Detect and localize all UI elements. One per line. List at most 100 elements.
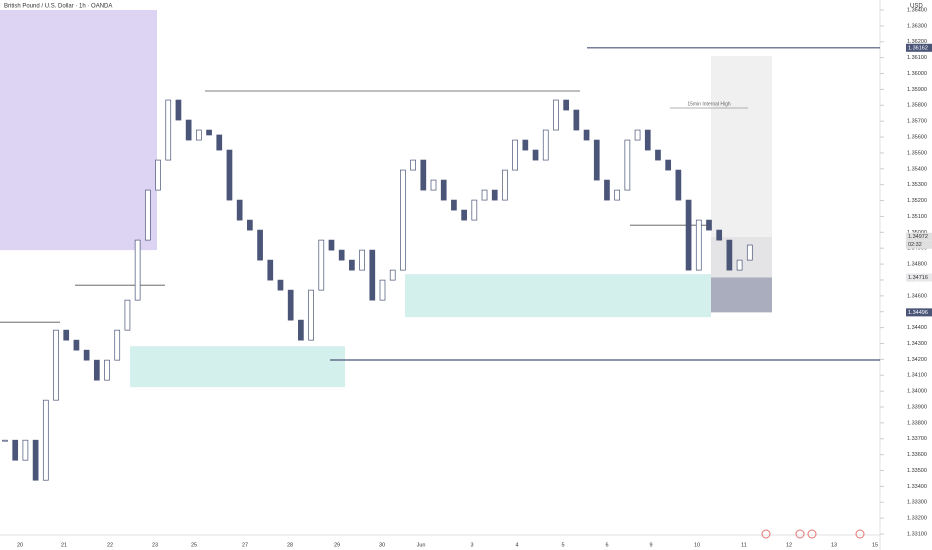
candle bbox=[32, 439, 39, 481]
candle bbox=[532, 149, 539, 161]
candle bbox=[685, 199, 692, 271]
candle bbox=[298, 319, 304, 341]
candle bbox=[593, 139, 600, 181]
candle bbox=[63, 329, 70, 341]
x-tick-label: 6 bbox=[605, 542, 608, 548]
candle bbox=[328, 239, 335, 251]
candle bbox=[22, 439, 29, 461]
candle bbox=[287, 289, 294, 321]
y-tick-label: 1.35300 bbox=[907, 182, 927, 188]
x-tick-label: 13 bbox=[831, 542, 837, 548]
candle bbox=[542, 129, 549, 161]
candle bbox=[42, 399, 49, 481]
candle bbox=[338, 249, 345, 261]
price-tag bbox=[906, 43, 932, 52]
price-tag bbox=[906, 308, 932, 317]
candle bbox=[573, 109, 580, 131]
price-tag-label: 1.36162 bbox=[908, 45, 928, 51]
countdown-bg bbox=[906, 240, 932, 249]
candle bbox=[604, 179, 610, 201]
candle bbox=[247, 219, 253, 231]
price-tag bbox=[906, 273, 932, 282]
countdown: 02:32 bbox=[908, 242, 922, 248]
zone bbox=[711, 236, 772, 278]
candle bbox=[471, 199, 478, 221]
x-tick-label: 9 bbox=[649, 542, 652, 548]
y-tick-label: 1.33900 bbox=[907, 404, 927, 410]
y-tick-label: 1.36000 bbox=[907, 71, 927, 77]
candle bbox=[440, 179, 447, 201]
price-tag-label: 1.34496 bbox=[908, 310, 928, 316]
event-icon[interactable] bbox=[795, 529, 805, 539]
x-tick-label: 4 bbox=[515, 542, 518, 548]
candle bbox=[553, 99, 559, 131]
candle bbox=[430, 179, 437, 191]
candle bbox=[134, 239, 141, 301]
x-tick-label: 22 bbox=[107, 542, 113, 548]
candle bbox=[257, 229, 263, 261]
event-icon[interactable] bbox=[855, 529, 865, 539]
candle bbox=[104, 359, 110, 381]
x-tick-label: 29 bbox=[334, 542, 340, 548]
candle bbox=[144, 189, 151, 241]
annotation: 15min Internal High bbox=[687, 101, 731, 107]
x-tick-label: 15 bbox=[872, 542, 878, 548]
candle bbox=[379, 279, 386, 301]
candle bbox=[369, 249, 376, 301]
x-tick-label: 3 bbox=[470, 542, 473, 548]
candle bbox=[73, 339, 80, 351]
candle bbox=[502, 169, 508, 201]
candle bbox=[583, 129, 590, 141]
candle bbox=[359, 249, 365, 271]
candle bbox=[655, 149, 661, 161]
x-tick-label: 5 bbox=[561, 542, 564, 548]
candle bbox=[644, 129, 651, 151]
candle bbox=[736, 259, 743, 271]
y-tick-label: 1.34200 bbox=[907, 357, 927, 363]
x-tick-label: 21 bbox=[61, 542, 67, 548]
candle bbox=[226, 149, 233, 201]
candle bbox=[236, 199, 243, 221]
y-tick-label: 1.33700 bbox=[907, 436, 927, 442]
candle bbox=[624, 139, 631, 191]
candle bbox=[410, 159, 416, 171]
candle bbox=[634, 129, 641, 141]
x-tick-label: 12 bbox=[786, 542, 792, 548]
y-tick-label: 1.34300 bbox=[907, 341, 927, 347]
event-icon[interactable] bbox=[807, 529, 817, 539]
event-icon[interactable] bbox=[761, 529, 771, 539]
candle bbox=[461, 209, 467, 221]
candle bbox=[165, 99, 172, 161]
candle bbox=[349, 259, 355, 271]
y-tick-label: 1.36300 bbox=[907, 23, 927, 29]
candle bbox=[665, 159, 672, 171]
x-tick-label: 10 bbox=[694, 542, 700, 548]
candle bbox=[124, 299, 131, 331]
zone bbox=[130, 346, 345, 388]
y-tick-label: 1.34600 bbox=[907, 293, 927, 299]
y-tick-label: 1.36200 bbox=[907, 39, 927, 45]
candle bbox=[83, 349, 90, 361]
candle bbox=[563, 99, 569, 111]
zone bbox=[405, 274, 711, 318]
candle bbox=[53, 329, 59, 401]
candle bbox=[675, 169, 682, 201]
y-tick-label: 1.35600 bbox=[907, 134, 927, 140]
y-tick-label: 1.35400 bbox=[907, 166, 927, 172]
x-tick-label: 23 bbox=[152, 542, 158, 548]
chart-title: British Pound / U.S. Dollar · 1h · OANDA bbox=[4, 4, 112, 10]
y-tick-label: 1.34000 bbox=[907, 389, 927, 395]
y-tick-label: 1.33200 bbox=[907, 516, 927, 522]
candle bbox=[114, 329, 121, 361]
price-tag bbox=[906, 232, 932, 241]
y-tick-label: 1.36100 bbox=[907, 55, 927, 61]
candle bbox=[196, 129, 202, 141]
x-tick-label: 20 bbox=[17, 542, 23, 548]
candle bbox=[185, 119, 192, 141]
y-tick-label: 1.35500 bbox=[907, 150, 927, 156]
y-tick-label: 1.33600 bbox=[907, 452, 927, 458]
candle bbox=[93, 359, 100, 381]
y-tick-label: 1.33100 bbox=[907, 532, 927, 538]
candle bbox=[726, 239, 733, 271]
